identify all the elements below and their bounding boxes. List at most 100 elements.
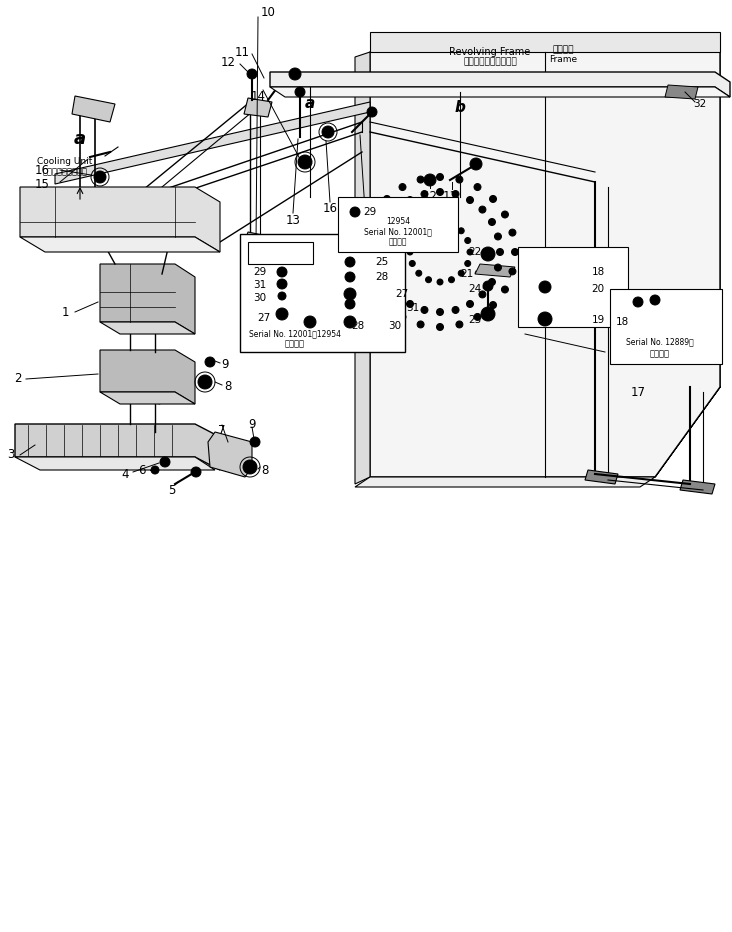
Polygon shape	[528, 264, 580, 277]
Circle shape	[191, 467, 201, 477]
Text: Serial No. 12001～: Serial No. 12001～	[364, 227, 432, 237]
Text: 18: 18	[616, 317, 629, 327]
Circle shape	[384, 196, 390, 202]
Polygon shape	[55, 102, 370, 184]
Text: 7: 7	[218, 423, 225, 436]
Circle shape	[539, 281, 551, 293]
Text: フレーム: フレーム	[552, 46, 574, 54]
Circle shape	[399, 184, 406, 190]
Text: Cooling Unit: Cooling Unit	[37, 158, 93, 167]
Text: 21: 21	[460, 269, 474, 279]
Circle shape	[406, 197, 414, 203]
Polygon shape	[370, 32, 720, 52]
Circle shape	[465, 260, 471, 267]
Circle shape	[436, 308, 444, 316]
Circle shape	[277, 267, 287, 277]
Polygon shape	[665, 85, 698, 99]
Circle shape	[483, 281, 493, 291]
Circle shape	[421, 190, 428, 198]
Circle shape	[538, 312, 552, 326]
Circle shape	[362, 249, 368, 255]
Text: 22: 22	[468, 247, 482, 257]
Text: 29: 29	[253, 267, 266, 277]
Circle shape	[250, 437, 260, 447]
Circle shape	[490, 196, 496, 202]
Text: 16: 16	[323, 202, 337, 215]
Circle shape	[384, 279, 392, 285]
Circle shape	[243, 460, 257, 474]
Polygon shape	[628, 309, 662, 320]
Text: 12954: 12954	[386, 217, 410, 226]
Text: b: b	[455, 100, 466, 115]
Circle shape	[452, 190, 459, 198]
Polygon shape	[585, 470, 618, 484]
Text: b: b	[241, 333, 255, 351]
Circle shape	[394, 206, 401, 213]
Circle shape	[488, 218, 496, 226]
Circle shape	[417, 321, 424, 328]
Polygon shape	[475, 264, 515, 277]
Text: 30: 30	[253, 293, 266, 303]
Text: 24: 24	[468, 284, 482, 294]
Circle shape	[470, 158, 482, 170]
Text: 15: 15	[361, 211, 376, 224]
Circle shape	[151, 466, 159, 474]
Text: レボルビングフレーム: レボルビングフレーム	[463, 58, 517, 66]
Circle shape	[367, 107, 377, 117]
Circle shape	[394, 291, 401, 298]
Circle shape	[501, 286, 509, 293]
Polygon shape	[72, 96, 115, 122]
Circle shape	[278, 292, 286, 300]
Circle shape	[384, 302, 390, 308]
Circle shape	[474, 313, 481, 321]
Circle shape	[421, 307, 428, 313]
Circle shape	[494, 233, 501, 240]
Text: 3: 3	[7, 448, 15, 461]
Polygon shape	[128, 380, 162, 404]
Circle shape	[344, 316, 356, 328]
Bar	[590, 270, 625, 292]
Text: Serial No. 12889～: Serial No. 12889～	[626, 337, 694, 347]
Circle shape	[247, 69, 257, 79]
Polygon shape	[370, 52, 720, 477]
Text: 30: 30	[389, 321, 402, 331]
Text: 26: 26	[255, 247, 269, 257]
Polygon shape	[20, 187, 220, 252]
Circle shape	[512, 249, 518, 255]
Text: 8: 8	[261, 463, 269, 476]
Circle shape	[406, 300, 414, 308]
Text: 適用号機: 適用号機	[389, 238, 407, 246]
Bar	[518, 247, 628, 327]
Text: 適用号機: 適用号機	[285, 339, 305, 349]
Text: 6: 6	[138, 463, 146, 476]
Circle shape	[452, 307, 459, 313]
Circle shape	[364, 229, 371, 236]
Text: 13: 13	[285, 213, 300, 226]
Polygon shape	[15, 424, 220, 470]
Text: 4: 4	[122, 468, 129, 481]
Circle shape	[458, 270, 464, 276]
Text: 5: 5	[168, 484, 176, 497]
Circle shape	[490, 302, 496, 308]
Circle shape	[345, 257, 355, 267]
Polygon shape	[355, 52, 370, 484]
Circle shape	[467, 249, 473, 255]
Circle shape	[198, 375, 212, 389]
Circle shape	[509, 267, 516, 275]
Polygon shape	[100, 264, 195, 334]
Text: クーリングユニット: クーリングユニット	[42, 168, 88, 176]
Circle shape	[378, 233, 386, 240]
Circle shape	[322, 126, 334, 138]
Text: 25: 25	[376, 257, 389, 267]
Text: 18: 18	[591, 267, 605, 277]
Text: 20: 20	[591, 284, 605, 294]
Circle shape	[456, 176, 463, 183]
Text: 17: 17	[630, 386, 646, 399]
Circle shape	[425, 277, 432, 282]
Text: Frame: Frame	[549, 56, 577, 64]
Circle shape	[409, 260, 415, 267]
Polygon shape	[100, 350, 195, 404]
Polygon shape	[270, 72, 730, 97]
Polygon shape	[72, 200, 115, 222]
Polygon shape	[244, 232, 272, 248]
